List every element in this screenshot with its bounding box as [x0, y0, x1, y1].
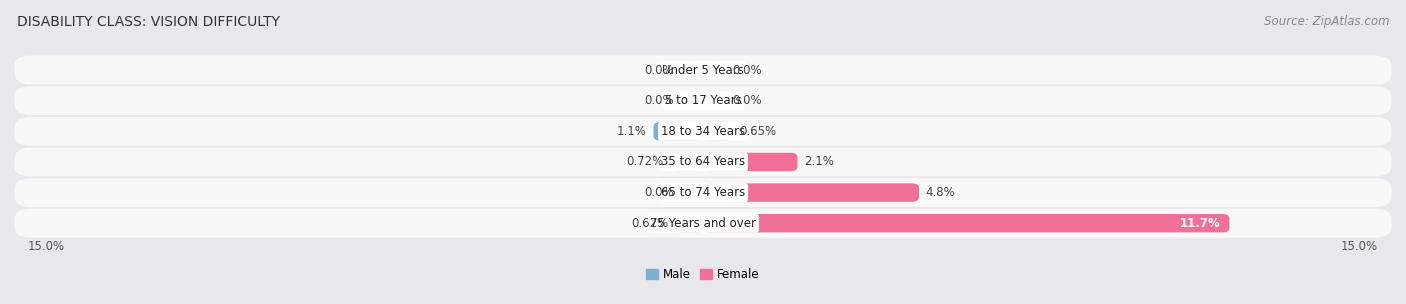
- FancyBboxPatch shape: [681, 61, 703, 79]
- FancyBboxPatch shape: [14, 56, 1392, 85]
- FancyBboxPatch shape: [675, 214, 703, 233]
- Text: 5 to 17 Years: 5 to 17 Years: [665, 94, 741, 107]
- Text: 0.0%: 0.0%: [733, 64, 762, 77]
- FancyBboxPatch shape: [14, 209, 1392, 238]
- Legend: Male, Female: Male, Female: [641, 264, 765, 286]
- Text: 15.0%: 15.0%: [28, 240, 65, 253]
- FancyBboxPatch shape: [14, 117, 1392, 146]
- FancyBboxPatch shape: [654, 122, 703, 140]
- Text: 15.0%: 15.0%: [1341, 240, 1378, 253]
- Text: 2.1%: 2.1%: [804, 155, 834, 168]
- FancyBboxPatch shape: [14, 86, 1392, 115]
- Text: 0.0%: 0.0%: [733, 94, 762, 107]
- Text: 4.8%: 4.8%: [925, 186, 956, 199]
- Text: 0.0%: 0.0%: [644, 94, 673, 107]
- Text: 0.62%: 0.62%: [631, 217, 668, 230]
- Text: DISABILITY CLASS: VISION DIFFICULTY: DISABILITY CLASS: VISION DIFFICULTY: [17, 15, 280, 29]
- Text: 0.72%: 0.72%: [627, 155, 664, 168]
- FancyBboxPatch shape: [703, 61, 725, 79]
- Text: 11.7%: 11.7%: [1180, 217, 1220, 230]
- Text: Under 5 Years: Under 5 Years: [662, 64, 744, 77]
- Text: 0.0%: 0.0%: [644, 186, 673, 199]
- Text: 65 to 74 Years: 65 to 74 Years: [661, 186, 745, 199]
- FancyBboxPatch shape: [681, 92, 703, 110]
- FancyBboxPatch shape: [703, 153, 797, 171]
- FancyBboxPatch shape: [14, 178, 1392, 207]
- FancyBboxPatch shape: [14, 147, 1392, 176]
- FancyBboxPatch shape: [703, 122, 733, 140]
- FancyBboxPatch shape: [703, 92, 725, 110]
- FancyBboxPatch shape: [703, 214, 1229, 233]
- FancyBboxPatch shape: [671, 153, 703, 171]
- Text: 0.0%: 0.0%: [644, 64, 673, 77]
- FancyBboxPatch shape: [681, 183, 703, 202]
- Text: 0.65%: 0.65%: [740, 125, 776, 138]
- FancyBboxPatch shape: [703, 183, 920, 202]
- Text: 18 to 34 Years: 18 to 34 Years: [661, 125, 745, 138]
- Text: Source: ZipAtlas.com: Source: ZipAtlas.com: [1264, 15, 1389, 28]
- Text: 75 Years and over: 75 Years and over: [650, 217, 756, 230]
- Text: 1.1%: 1.1%: [617, 125, 647, 138]
- Text: 35 to 64 Years: 35 to 64 Years: [661, 155, 745, 168]
